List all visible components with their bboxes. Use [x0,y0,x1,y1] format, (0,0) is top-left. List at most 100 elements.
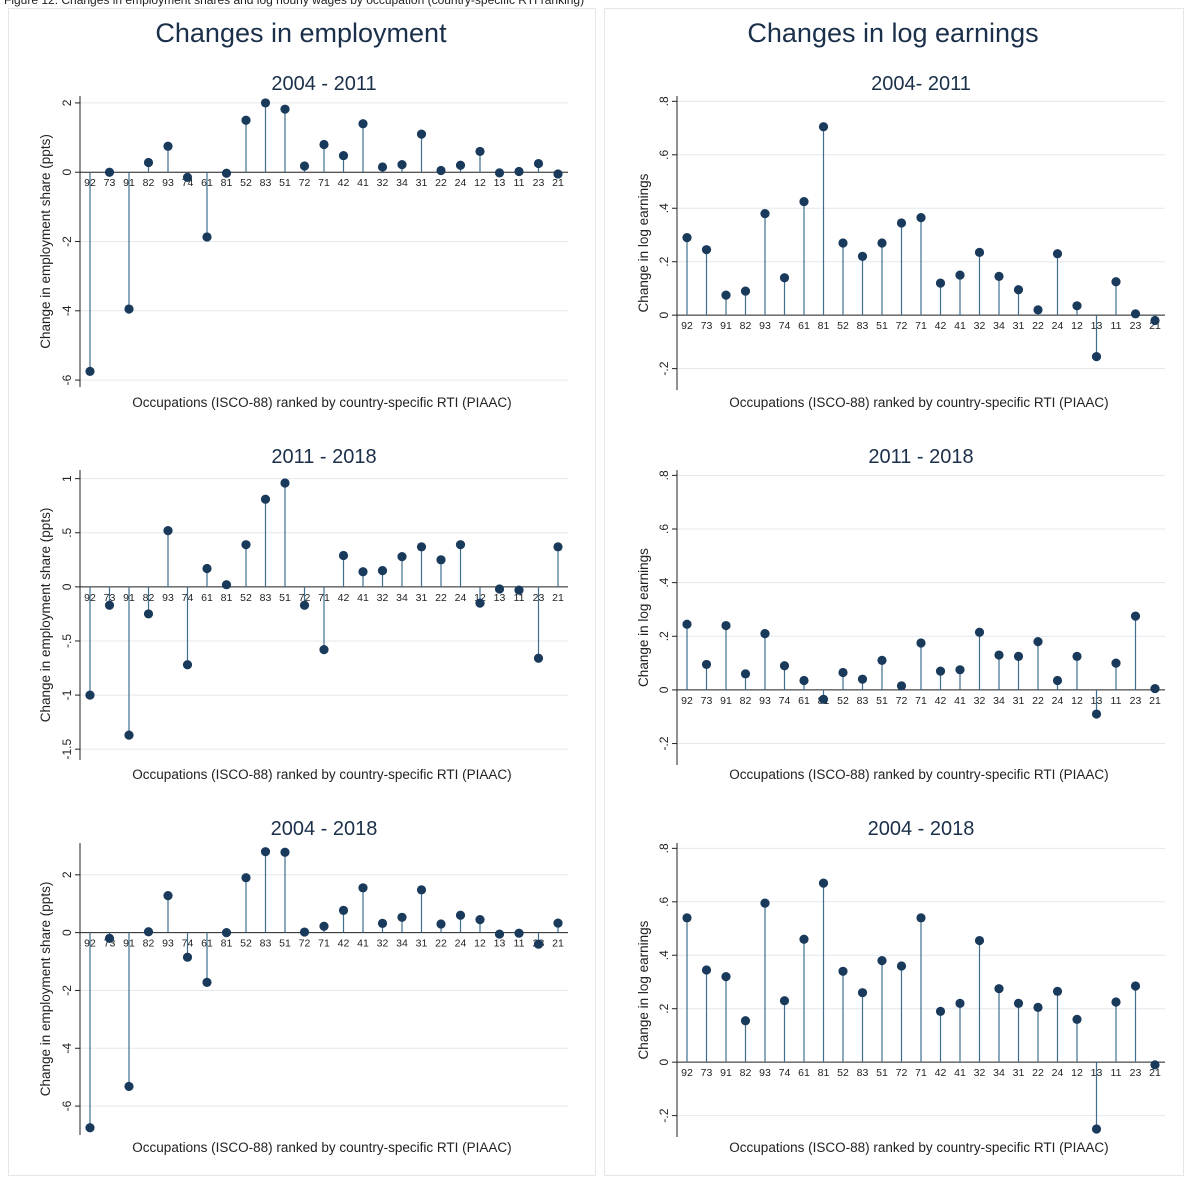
x-category-label: 23 [1130,695,1142,707]
data-point [163,141,173,151]
y-tick-label: .4 [657,203,671,213]
data-point [299,161,310,171]
y-axis-label: Change in log earnings [636,548,651,687]
data-point [1033,305,1043,315]
data-point [514,928,524,938]
data-point [877,655,887,666]
x-category-label: 81 [221,938,233,950]
data-point [494,929,505,939]
x-category-label: 41 [954,320,966,332]
chart-title: 2011 - 2018 [271,446,376,468]
employment-column-title: Changes in employment [155,18,447,48]
x-category-label: 73 [104,938,116,950]
data-point [397,912,407,922]
x-category-label: 32 [974,1067,986,1079]
x-category-label: 73 [104,177,116,189]
data-point [299,600,310,610]
x-axis-label: Occupations (ISCO-88) ranked by country-… [729,767,1108,782]
x-category-label: 41 [357,592,369,604]
x-category-label: 83 [857,695,869,707]
x-category-label: 23 [1130,1067,1142,1079]
y-tick-label: .8 [657,96,671,106]
x-category-label: 32 [974,695,986,707]
data-point [701,965,712,975]
data-point [760,209,770,219]
x-category-label: 71 [915,695,927,707]
x-category-label: 42 [338,592,350,604]
data-point [1150,1060,1160,1070]
x-category-label: 92 [681,1067,693,1079]
data-point [514,166,524,177]
data-point [721,620,731,631]
data-point [202,977,212,987]
data-point [994,650,1004,660]
x-category-label: 92 [681,320,693,332]
x-category-label: 61 [798,320,810,332]
x-category-label: 21 [552,177,564,189]
y-tick-label: -.5 [60,634,74,648]
x-category-label: 91 [123,592,135,604]
data-point [1111,997,1121,1007]
x-category-label: 93 [759,1067,771,1079]
x-axis-label: Occupations (ISCO-88) ranked by country-… [132,1140,511,1155]
data-point [974,935,985,946]
data-point [260,847,271,857]
left-column-frame [8,8,596,1176]
x-category-label: 34 [993,1067,1005,1079]
data-point [740,286,751,296]
x-category-label: 22 [1032,1067,1044,1079]
x-category-label: 81 [818,320,830,332]
x-category-label: 42 [935,695,947,707]
y-tick-label: -4 [60,1043,74,1054]
x-category-label: 22 [435,938,447,950]
x-category-label: 74 [779,320,791,332]
x-category-label: 13 [1091,1067,1103,1079]
x-category-label: 83 [857,1067,869,1079]
data-point [935,278,946,288]
data-point [1033,1002,1043,1012]
data-point [682,233,692,243]
x-category-label: 82 [143,177,155,189]
data-point [701,659,712,670]
y-axis-label: Change in employment share (ppts) [38,882,53,1097]
y-tick-label: -2 [60,236,74,247]
data-point [280,104,290,114]
chart-panel-4: 2004 - 2018 -6 -4 -2 0 2 92 73 91 82 93 74 61 81 52 83 5… [38,818,568,1155]
data-point [1111,658,1121,668]
x-category-label: 34 [396,938,408,950]
x-category-label: 83 [260,592,272,604]
data-point [916,213,926,223]
y-tick-label: 0 [60,583,74,590]
data-point [682,913,692,923]
data-point [877,238,887,248]
x-category-label: 12 [474,938,486,950]
y-tick-label: .2 [657,1003,671,1013]
data-point [436,165,446,176]
y-tick-label: .4 [657,950,671,960]
x-category-label: 34 [993,320,1005,332]
data-point [955,665,965,675]
data-point [553,169,563,179]
x-category-label: 34 [396,177,408,189]
x-category-label: 42 [935,320,947,332]
data-point [377,566,388,576]
data-point [799,675,809,686]
y-tick-label: -.2 [657,736,671,750]
data-point [85,366,95,377]
x-category-label: 21 [1149,320,1161,332]
x-category-label: 71 [318,938,330,950]
data-point [701,245,712,255]
x-category-label: 92 [84,177,96,189]
x-category-label: 74 [182,938,194,950]
data-point [838,238,848,248]
data-point [436,555,446,565]
x-category-label: 11 [1111,1067,1122,1079]
x-category-label: 51 [279,592,291,604]
y-tick-label: -4 [60,305,74,316]
chart-title: 2004 - 2018 [868,818,975,840]
x-category-label: 24 [455,938,467,950]
data-point [1072,1014,1082,1024]
data-point [455,160,466,170]
